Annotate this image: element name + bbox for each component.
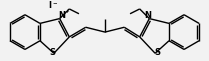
- Text: S: S: [154, 48, 160, 57]
- Text: N: N: [144, 11, 151, 20]
- Text: I: I: [48, 1, 52, 10]
- Text: S: S: [49, 48, 55, 57]
- Text: N: N: [58, 11, 65, 20]
- Text: +: +: [64, 9, 69, 14]
- Text: −: −: [52, 1, 57, 6]
